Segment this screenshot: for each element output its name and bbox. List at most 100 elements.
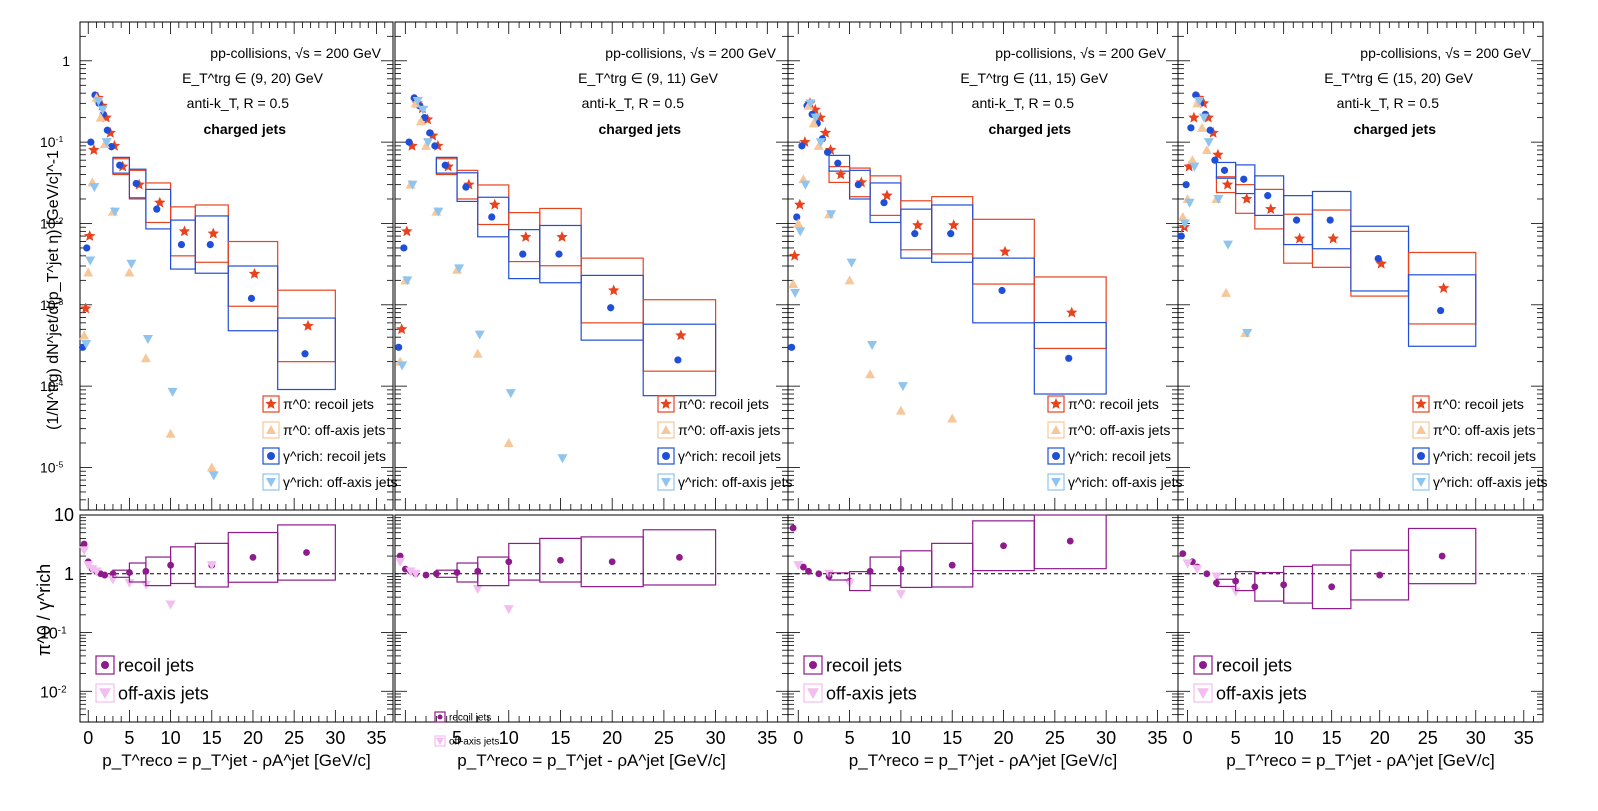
legend-swatch [1412,473,1430,491]
x-axis-label: p_T^reco = p_T^jet - ρA^jet [GeV/c] [849,751,1117,770]
ratio-tick-label: 10 [54,505,74,525]
ratio-offaxis-point [1211,572,1222,582]
pi0-offaxis-point [1187,155,1198,165]
ratio-legend-marker [807,688,819,699]
x-tick-label: 30 [1466,728,1486,748]
x-tick-label: 0 [793,728,803,748]
gamma-recoil-point [1374,254,1382,263]
gamma-offaxis-point [815,138,826,148]
pi0-recoil-point [302,319,314,331]
gamma-offaxis-point [412,97,423,107]
gamma-recoil-point [1437,306,1445,315]
legend-marker [266,425,276,434]
pi0-recoil-point [406,139,418,151]
legend-marker [661,425,671,434]
legend-label: γ^rich: off-axis jets [678,474,792,490]
ratio-offaxis-point [206,561,217,571]
pi0-recoil-point [824,144,837,155]
gamma-recoil-point [1264,192,1272,200]
annotation-collisions: pp-collisions, √s = 200 GeV [1360,45,1531,61]
legend-swatch [262,421,280,439]
pi0-offaxis-point [83,267,94,277]
gamma-recoil-point [107,143,116,151]
x-tick-label: 20 [602,728,622,748]
gamma-recoil-point [301,350,309,358]
ratio-recoil-point [1000,542,1007,550]
y-tick-label: 1 [62,53,70,69]
gamma-recoil-point [834,159,842,167]
ratio-recoil-point [948,561,956,569]
ratio-recoil-point [805,567,812,575]
pi0-offaxis-point [415,116,426,126]
ratio-legend-label: off-axis jets [118,683,209,703]
gamma-offaxis-point [417,105,428,115]
pi0-recoil-point [855,176,867,188]
ratio-recoil-point [422,571,430,579]
x-tick-label: 30 [1096,728,1116,748]
gamma-recoil-point [1206,126,1214,134]
pi0-recoil-point [104,126,116,138]
legend-label: π^0: off-axis jets [1433,422,1535,438]
gamma-recoil-point [462,183,470,191]
gamma-recoil-point [206,240,214,249]
x-tick-label: 20 [994,728,1014,748]
x-axis-label: p_T^reco = p_T^jet - ρA^jet [GeV/c] [457,751,725,770]
ratio-recoil-box [508,542,541,581]
pi0-recoil-point [1265,203,1277,214]
ratio-recoil-point [799,563,807,571]
ratio-recoil-point [1179,550,1187,558]
ratio-offaxis-point [1182,559,1193,569]
x-tick-label: 0 [83,728,93,748]
x-tick-label: 20 [1370,728,1390,748]
pi0-recoil-point [1437,282,1450,294]
gamma-offaxis-point [474,330,485,340]
annotation-trigger: E_T^trg ∈ (11, 15) GeV [960,70,1108,86]
x-tick-label: 20 [243,728,263,748]
y-axis-label-ratio-text: π^0 / γ^rich [34,564,54,656]
ratio-recoil-point [557,556,564,564]
pi0-recoil-point [556,231,568,242]
legend-marker [265,398,277,409]
pi0-recoil-point [819,126,832,138]
gamma-offaxis-point [109,207,120,217]
gamma-offaxis-point [1184,198,1195,208]
gamma-offaxis-point [397,361,408,371]
pi0-offaxis-point [206,462,217,472]
gamma-offaxis-point [85,256,96,266]
legend-label: γ^rich: recoil jets [1068,448,1171,464]
x-axis-label: p_T^reco = p_T^jet - ρA^jet [GeV/c] [1226,751,1494,770]
gamma-recoil-point [1292,216,1301,224]
x-tick-label: 15 [550,728,570,748]
legend-swatch [657,421,675,439]
ratio-tick-label: 1 [64,564,74,584]
pi0-recoil-point [881,189,893,201]
gamma-offaxis-point [97,105,108,115]
legend-swatch [1412,395,1430,413]
pi0-offaxis-point [947,413,958,423]
pi0-offaxis-point [803,100,814,110]
gamma-recoil-point [793,213,801,221]
gamma-recoil-point [426,129,434,137]
x-tick-label: 15 [942,728,962,748]
gamma-offaxis-point [557,454,568,464]
gamma-recoil-box [1311,190,1352,250]
ratio-recoil-point [608,558,616,566]
legend-label: γ^rich: off-axis jets [283,474,397,490]
x-tick-label: 5 [124,728,134,748]
ratio-recoil-point [789,524,797,532]
ratio-legend-marker [1199,661,1207,669]
annotation-algorithm: anti-k_T, R = 0.5 [582,95,685,111]
legend-swatch [262,395,280,413]
legend-marker [1416,425,1426,434]
pi0-recoil-point [1066,306,1078,318]
gamma-offaxis-point [101,138,112,148]
pi0-offaxis-point [813,140,824,150]
ratio-legend-swatch [803,655,823,675]
legend-label: γ^rich: off-axis jets [1068,474,1182,490]
gamma-offaxis-point [126,259,137,269]
gamma-recoil-box [112,156,131,174]
y-tick-label: 10-1 [40,134,63,150]
legend-marker [660,398,672,409]
gamma-recoil-point [947,230,955,238]
legend-label: π^0: off-axis jets [1068,422,1170,438]
